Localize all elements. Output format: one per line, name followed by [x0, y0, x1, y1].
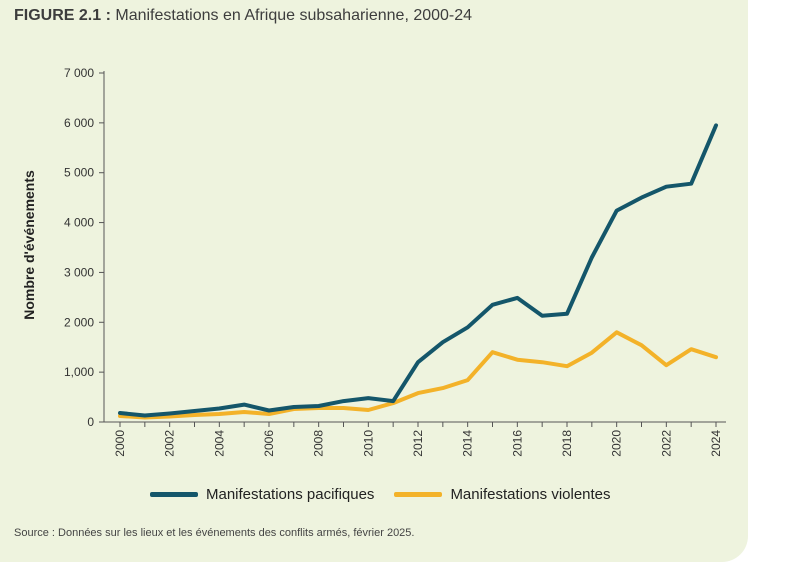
- legend-label-pacifiques: Manifestations pacifiques: [206, 485, 375, 503]
- y-tick-label: 6 000: [64, 116, 94, 130]
- y-tick-label: 1,000: [64, 365, 94, 379]
- chart-axes: [103, 71, 726, 423]
- x-tick-label: 2002: [163, 430, 177, 457]
- legend-item-violentes: Manifestations violentes: [394, 485, 611, 503]
- x-tick-label: 2012: [411, 430, 425, 457]
- x-tick-label: 2000: [113, 430, 127, 457]
- y-tick-label: 7 000: [64, 66, 94, 80]
- figure-title-text: Manifestations en Afrique subsaharienne,…: [115, 7, 473, 24]
- figure-separator: :: [101, 7, 116, 24]
- y-tick-label: 0: [87, 415, 94, 429]
- x-tick-label: 2022: [659, 430, 673, 457]
- legend-item-pacifiques: Manifestations pacifiques: [150, 486, 374, 503]
- legend-swatch-violentes: [394, 491, 443, 497]
- x-axis-ticks: 2000 2002 2004 2006 2008 2010 2012 2014 2016 2018…: [113, 422, 723, 457]
- y-tick-label: 2 000: [64, 315, 94, 329]
- legend-label-violentes: Manifestations violentes: [450, 485, 611, 503]
- figure-panel: [0, 0, 748, 562]
- chart-legend: Manifestations pacifiques Manifestations…: [150, 482, 611, 506]
- x-tick-label: 2004: [212, 430, 226, 457]
- x-tick-label: 2008: [312, 430, 326, 457]
- x-tick-label: 2006: [262, 430, 276, 457]
- y-tick-label: 4 000: [64, 216, 94, 230]
- x-tick-label: 2024: [709, 430, 723, 457]
- legend-swatch-pacifiques: [150, 491, 198, 497]
- x-tick-label: 2020: [610, 430, 624, 457]
- source-note: Source : Données sur les lieux et les év…: [14, 527, 415, 539]
- series-line-violentes: [118, 330, 718, 420]
- y-tick-label: 3 000: [64, 265, 94, 279]
- figure-title: FIGURE 2.1 : Manifestations en Afrique s…: [14, 7, 472, 25]
- x-tick-label: 2010: [361, 430, 375, 457]
- series-line-pacifiques: [118, 123, 718, 418]
- x-tick-label: 2016: [510, 430, 524, 457]
- y-axis-label: Nombre d'événements: [21, 170, 37, 320]
- x-tick-label: 2014: [461, 430, 475, 457]
- figure-number: FIGURE 2.1: [14, 7, 102, 24]
- x-tick-label: 2018: [560, 430, 574, 457]
- y-tick-label: 5 000: [64, 166, 94, 180]
- chart-series: [118, 123, 718, 420]
- y-axis-ticks: 0 1,000 2 000 3 000 4 000 5 000 6 000 7 000: [64, 66, 104, 429]
